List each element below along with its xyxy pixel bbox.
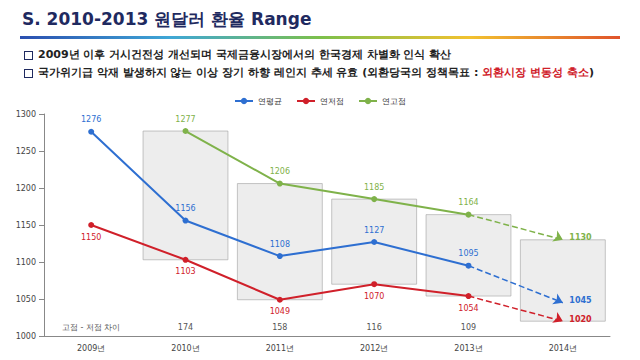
svg-text:1206: 1206 [270, 167, 290, 176]
svg-text:1100: 1100 [16, 258, 36, 267]
svg-text:1150: 1150 [81, 233, 101, 242]
svg-text:1164: 1164 [458, 198, 478, 207]
svg-text:1150: 1150 [16, 221, 36, 230]
svg-text:2009년: 2009년 [77, 344, 105, 353]
svg-text:1156: 1156 [175, 204, 195, 213]
svg-text:2011년: 2011년 [266, 344, 294, 353]
svg-text:2014년: 2014년 [549, 344, 577, 353]
svg-text:1049: 1049 [270, 307, 290, 316]
svg-text:1020: 1020 [569, 315, 592, 324]
svg-text:1103: 1103 [175, 267, 195, 276]
svg-text:1185: 1185 [364, 183, 384, 192]
html-text:S. 2010-2013 원달러 환율 Range: S. 2010-2013 원달러 환율 Range [22, 9, 312, 29]
svg-text:158: 158 [272, 323, 287, 332]
svg-text:1276: 1276 [81, 115, 101, 124]
html-text:2009년 이후 거시건전성 개선되며 국제금융시장에서의: 2009년 이후 거시건전성 개선되며 국제금융시장에서의 한국경제 차별화 인… [38, 48, 452, 61]
svg-text:109: 109 [461, 323, 476, 332]
svg-text:1045: 1045 [569, 296, 592, 305]
svg-text:1054: 1054 [458, 304, 478, 313]
svg-text:2013년: 2013년 [454, 344, 482, 353]
svg-text:연저점: 연저점 [320, 97, 344, 106]
svg-text:174: 174 [178, 323, 193, 332]
svg-text:고점 - 저점 차이: 고점 - 저점 차이 [62, 323, 121, 332]
svg-text:2010년: 2010년 [171, 344, 199, 353]
svg-text:1000: 1000 [16, 332, 36, 341]
svg-text:1300: 1300 [16, 110, 36, 119]
svg-text:연고점: 연고점 [382, 97, 406, 106]
svg-text:1050: 1050 [16, 295, 36, 304]
svg-text:연평균: 연평균 [258, 97, 282, 106]
svg-text:1277: 1277 [175, 115, 195, 124]
svg-text:1095: 1095 [458, 249, 478, 258]
svg-text:116: 116 [367, 323, 382, 332]
html-text:국가위기급 악재 발생하지 않는 이상 장기 하향 레인지: 국가위기급 악재 발생하지 않는 이상 장기 하향 레인지 추세 유효 (외환당… [38, 66, 594, 79]
svg-text:1070: 1070 [364, 292, 384, 301]
svg-text:1127: 1127 [364, 226, 384, 235]
svg-text:2012년: 2012년 [360, 344, 388, 353]
svg-text:1250: 1250 [16, 147, 36, 156]
svg-text:1200: 1200 [16, 184, 36, 193]
svg-text:1108: 1108 [270, 240, 290, 249]
svg-text:1130: 1130 [569, 233, 592, 242]
